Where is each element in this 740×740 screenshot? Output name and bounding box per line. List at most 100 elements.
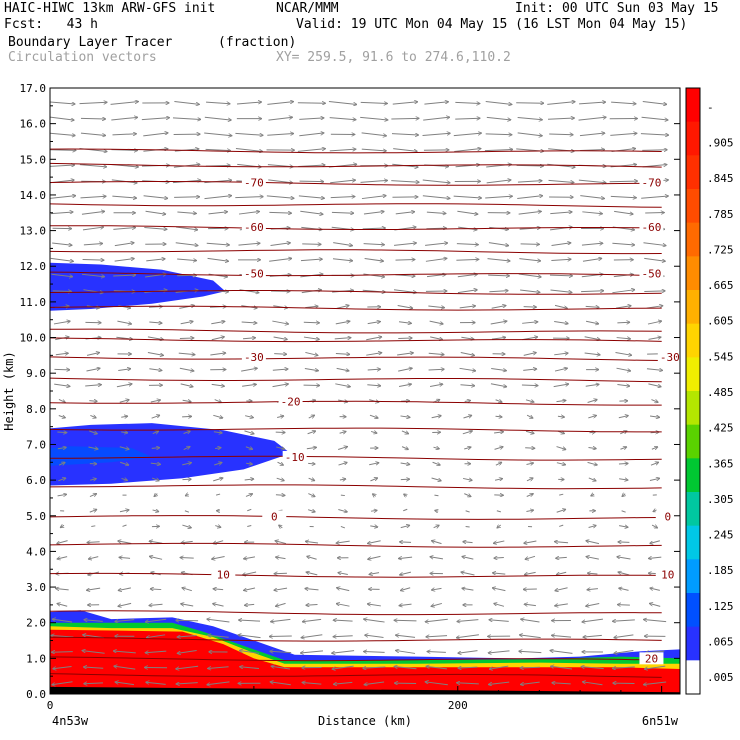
vector	[84, 683, 103, 684]
vector	[554, 368, 567, 372]
vector	[172, 118, 201, 120]
y-tick-label: 9.0	[26, 367, 46, 380]
vector	[177, 259, 196, 261]
vector	[53, 665, 72, 668]
vector	[428, 306, 444, 308]
vector	[422, 195, 450, 199]
colorbar-swatch	[686, 290, 700, 325]
vector	[643, 619, 667, 623]
vector	[391, 134, 419, 135]
vector	[247, 525, 252, 527]
vector	[333, 636, 353, 637]
vector	[274, 354, 287, 355]
vector	[239, 620, 261, 621]
vector	[649, 603, 661, 607]
vector	[212, 555, 225, 559]
vector	[459, 306, 476, 309]
vector	[149, 541, 163, 544]
vector	[554, 542, 569, 543]
vector	[526, 510, 533, 511]
vector	[485, 134, 512, 135]
vector	[236, 102, 262, 105]
vector	[485, 100, 512, 104]
vector	[431, 416, 442, 418]
vector	[496, 510, 501, 513]
vector	[83, 635, 105, 639]
vector	[247, 508, 252, 512]
vector	[588, 415, 596, 419]
vector	[648, 337, 662, 340]
vectors-label: Circulation vectors	[8, 50, 157, 65]
vector	[578, 179, 606, 183]
vector	[114, 258, 135, 262]
vector	[582, 682, 603, 686]
vector	[587, 399, 598, 403]
vector	[50, 116, 74, 120]
vector	[336, 604, 350, 607]
vector	[211, 321, 225, 325]
vector	[423, 117, 449, 121]
vector	[208, 212, 228, 215]
colorbar-swatch	[686, 492, 700, 527]
vector	[329, 117, 356, 120]
y-tick-label: 10.0	[20, 332, 47, 345]
vector	[619, 479, 628, 480]
vector	[455, 102, 480, 103]
vector	[556, 400, 565, 401]
vector	[517, 132, 543, 136]
contour-label-bg	[241, 221, 266, 234]
vector	[50, 132, 75, 135]
vector	[151, 477, 159, 481]
vector	[555, 604, 568, 606]
vector	[521, 619, 540, 623]
vector	[616, 367, 631, 371]
tracer-upper-blob	[50, 262, 226, 311]
vector	[245, 416, 253, 418]
contour-label: -60	[642, 221, 662, 234]
vector	[458, 667, 478, 668]
contour-label-bg	[639, 176, 664, 189]
vector	[58, 399, 65, 402]
vector	[338, 462, 348, 466]
vector	[115, 619, 135, 622]
vector	[583, 635, 602, 637]
vector	[182, 524, 191, 528]
vector	[430, 557, 444, 560]
vector	[453, 133, 482, 137]
vector	[50, 101, 75, 104]
vector	[488, 275, 509, 276]
vector	[90, 479, 96, 481]
contour-line	[50, 181, 662, 186]
vector	[578, 117, 607, 121]
vector	[360, 180, 388, 183]
colorbar-label: .605	[707, 315, 734, 328]
vector	[615, 306, 631, 309]
vector	[364, 681, 385, 685]
vector	[178, 353, 195, 354]
vector	[429, 320, 444, 324]
vector	[619, 588, 629, 591]
vector	[215, 448, 221, 449]
vector	[650, 540, 660, 544]
circulation-vectors	[50, 100, 669, 686]
init-time: Init: 00 UTC Sun 03 May 15	[515, 1, 719, 16]
colorbar-label: .425	[707, 422, 734, 435]
vector	[426, 212, 446, 213]
vector	[114, 243, 134, 247]
vector	[330, 180, 355, 184]
colorbar-swatch	[686, 121, 700, 156]
vector	[303, 336, 319, 339]
colorbar-label: .065	[707, 636, 734, 649]
contour-label: -50	[642, 267, 662, 280]
vector	[367, 369, 381, 370]
vector	[367, 540, 381, 544]
vector	[393, 289, 416, 293]
vector	[526, 414, 533, 418]
vector	[431, 602, 443, 606]
tracer-bl-core	[50, 629, 680, 694]
colorbar-label: .905	[707, 137, 734, 150]
vector	[612, 290, 634, 294]
vector	[361, 132, 387, 136]
vector	[336, 305, 349, 309]
vector	[648, 557, 662, 558]
